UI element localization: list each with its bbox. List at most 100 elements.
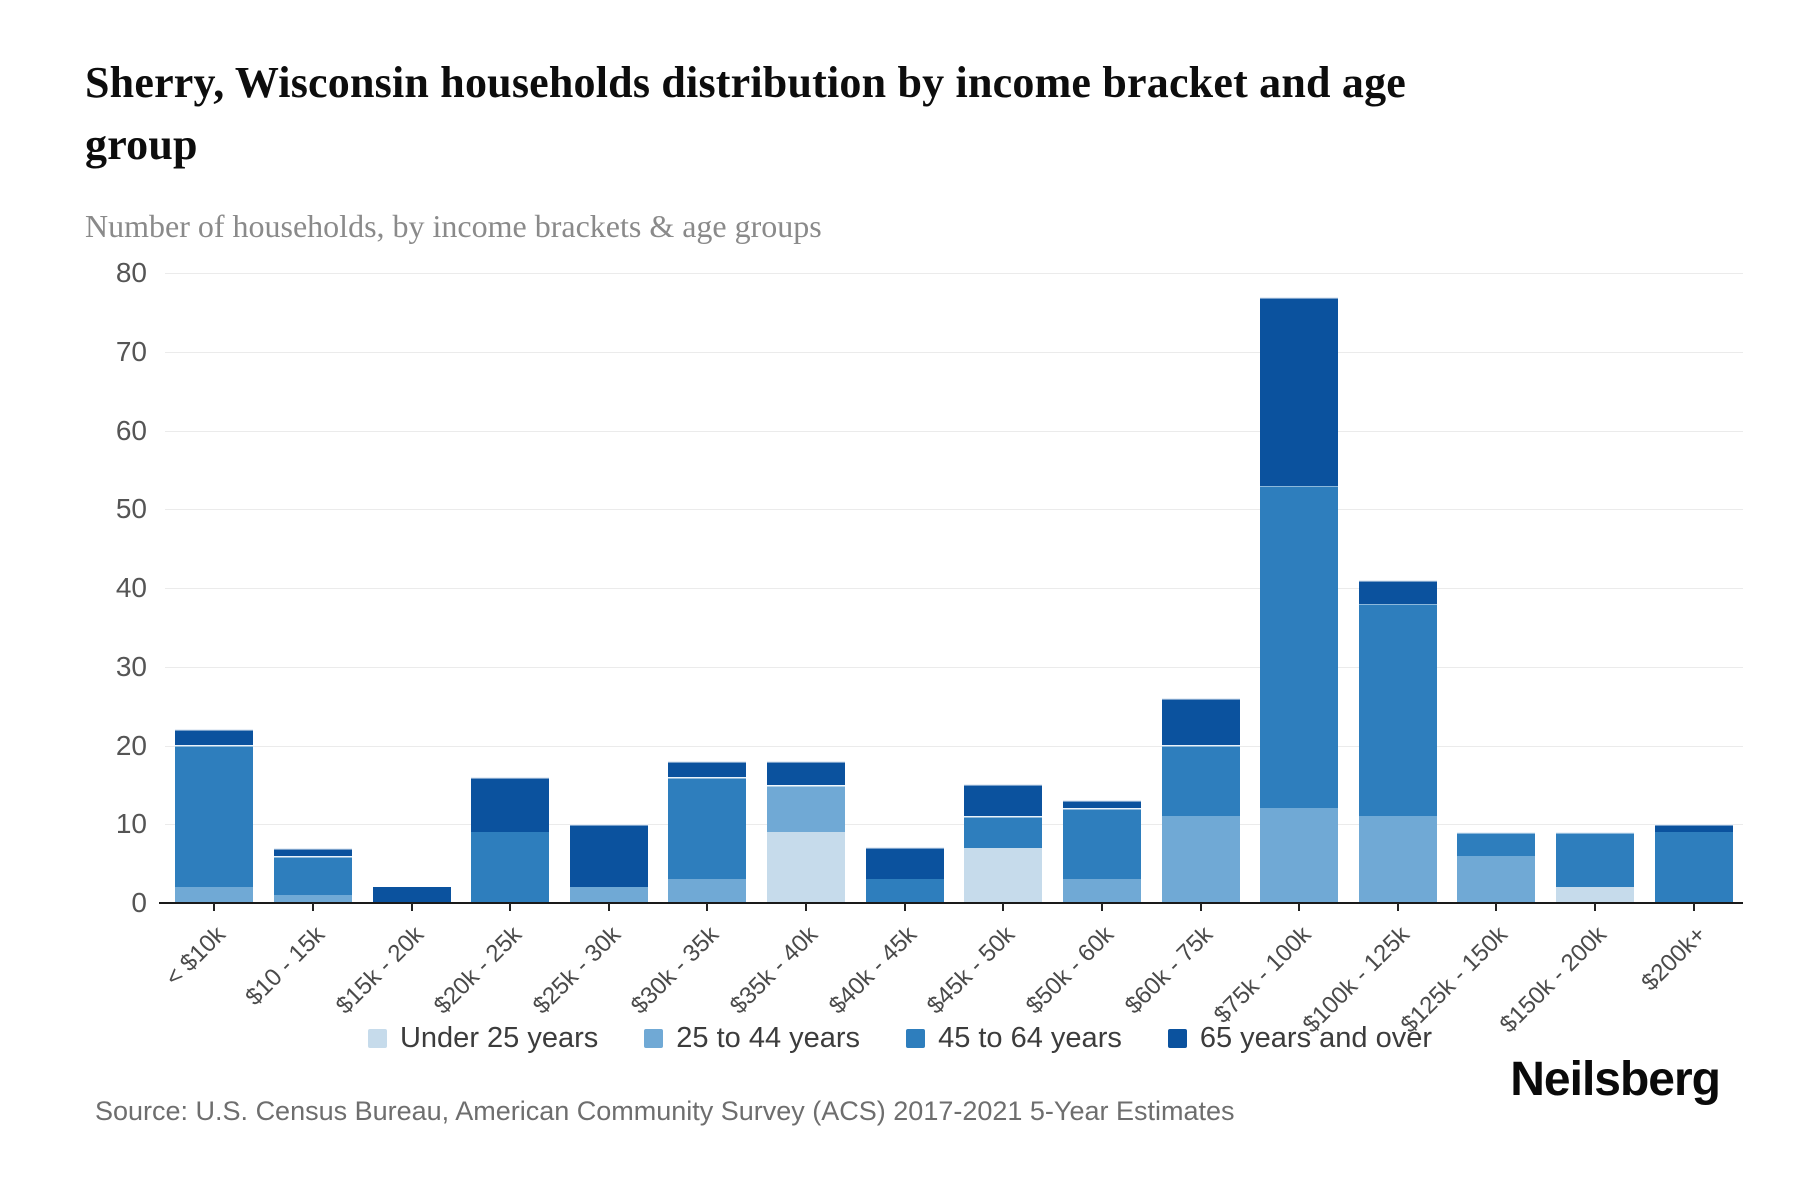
x-axis-line (159, 902, 1743, 904)
x-tick-label: $35k - 40k (724, 921, 824, 1020)
bar-segment-under-25[interactable] (1556, 887, 1634, 903)
y-tick-label: 30 (115, 651, 147, 682)
bar-segment-65-and-over[interactable] (964, 784, 1042, 816)
bar-segment-45-to-64[interactable] (1556, 832, 1634, 887)
legend-swatch-icon (1167, 1029, 1187, 1048)
bar-segment-45-to-64[interactable] (1063, 808, 1141, 879)
x-tick-label: $20k - 25k (428, 921, 528, 1020)
x-tick-label: $50k - 60k (1020, 921, 1120, 1020)
bar-segment-under-25[interactable] (767, 832, 845, 903)
legend-item[interactable]: 45 to 64 years (906, 1022, 1122, 1055)
bar-segment-65-and-over[interactable] (866, 847, 944, 879)
bar-segment-25-to-44[interactable] (1162, 816, 1240, 903)
x-tick-label: $25k - 30k (527, 921, 627, 1020)
x-tick-label: $200k+ (1635, 921, 1712, 997)
x-axis-tick (509, 903, 511, 911)
legend-swatch-icon (367, 1029, 387, 1048)
bar-segment-45-to-64[interactable] (175, 745, 253, 887)
x-axis-tick (1101, 903, 1103, 911)
x-axis-tick (1298, 903, 1300, 911)
bar-segment-65-and-over[interactable] (668, 761, 746, 777)
legend-label: 25 to 44 years (676, 1022, 861, 1054)
bar-segment-65-and-over[interactable] (1359, 580, 1437, 604)
gridline (165, 509, 1743, 510)
y-tick-label: 20 (115, 730, 147, 761)
y-tick-label: 80 (115, 257, 147, 288)
x-axis-tick (1594, 903, 1596, 911)
legend: Under 25 years 25 to 44 years 45 to 64 yea… (0, 1022, 1800, 1055)
bar-segment-65-and-over[interactable] (1162, 698, 1240, 745)
bar-segment-45-to-64[interactable] (471, 832, 549, 903)
x-axis-tick (1397, 903, 1399, 911)
bar-segment-25-to-44[interactable] (668, 879, 746, 903)
gridline (165, 273, 1743, 274)
gridline (165, 746, 1743, 747)
x-axis-tick (1200, 903, 1202, 911)
y-tick-label: 70 (115, 336, 147, 367)
y-tick-label: 0 (131, 887, 147, 918)
x-axis-tick (1495, 903, 1497, 911)
bar-segment-45-to-64[interactable] (866, 879, 944, 903)
x-tick-label: $15k - 20k (330, 921, 430, 1020)
gridline (165, 431, 1743, 432)
bar-segment-65-and-over[interactable] (175, 729, 253, 745)
chart-subtitle: Number of households, by income brackets… (85, 208, 822, 244)
bar-segment-45-to-64[interactable] (964, 816, 1042, 848)
bar-segment-45-to-64[interactable] (1359, 603, 1437, 816)
x-axis-tick (904, 903, 906, 911)
x-axis-tick (411, 903, 413, 911)
legend-item[interactable]: 65 years and over (1167, 1022, 1433, 1055)
legend-label: 45 to 64 years (938, 1022, 1122, 1054)
bar-segment-25-to-44[interactable] (767, 785, 845, 832)
bar-segment-25-to-44[interactable] (274, 895, 352, 903)
bar-segment-65-and-over[interactable] (1063, 800, 1141, 808)
y-tick-label: 60 (115, 415, 147, 446)
bar-segment-45-to-64[interactable] (1162, 745, 1240, 816)
x-axis-tick (1002, 903, 1004, 911)
y-tick-label: 40 (115, 572, 147, 603)
bar-segment-65-and-over[interactable] (274, 848, 352, 856)
bar-segment-25-to-44[interactable] (1359, 816, 1437, 903)
bar-segment-65-and-over[interactable] (767, 761, 845, 785)
bar-segment-25-to-44[interactable] (1063, 879, 1141, 903)
x-axis-tick (706, 903, 708, 911)
x-tick-label: $30k - 35k (625, 921, 725, 1020)
gridline (165, 352, 1743, 353)
y-tick-label: 50 (115, 493, 147, 524)
x-tick-label: $40k - 45k (823, 921, 923, 1020)
legend-item[interactable]: 25 to 44 years (644, 1022, 860, 1055)
x-tick-label: < $10k (160, 921, 232, 992)
legend-swatch-icon (644, 1029, 664, 1048)
bar-segment-65-and-over[interactable] (471, 777, 549, 832)
gridline (165, 667, 1743, 668)
bar-segment-25-to-44[interactable] (175, 887, 253, 903)
x-tick-label: $45k - 50k (921, 921, 1021, 1020)
bar-segment-65-and-over[interactable] (1260, 297, 1338, 486)
bar-segment-25-to-44[interactable] (1457, 856, 1535, 903)
x-tick-label: $60k - 75k (1119, 921, 1219, 1020)
brand-logo: Neilsberg (1510, 1053, 1721, 1106)
bar-segment-45-to-64[interactable] (1260, 485, 1338, 808)
bar-segment-under-25[interactable] (964, 848, 1042, 903)
legend-item[interactable]: Under 25 years (367, 1022, 598, 1055)
source-note: Source: U.S. Census Bureau, American Com… (95, 1096, 1235, 1126)
bar-segment-65-and-over[interactable] (1655, 824, 1733, 832)
chart-title: Sherry, Wisconsin households distributio… (85, 58, 1407, 170)
bar-segment-45-to-64[interactable] (1655, 832, 1733, 903)
bar-segment-65-and-over[interactable] (570, 824, 648, 887)
gridline (165, 824, 1743, 825)
x-tick-label: $10 - 15k (240, 921, 331, 1011)
x-axis-tick (1693, 903, 1695, 911)
plot-area: 0 10 20 30 40 50 60 70 80 < $10k $10 - 15k $15k - 2… (116, 259, 1743, 1038)
legend-label: 65 years and over (1199, 1022, 1433, 1054)
x-axis-tick (608, 903, 610, 911)
bar-segment-65-and-over[interactable] (373, 887, 451, 903)
legend-swatch-icon (906, 1029, 926, 1048)
bar-segment-45-to-64[interactable] (668, 777, 746, 879)
x-axis-tick (805, 903, 807, 911)
bar-segment-25-to-44[interactable] (570, 887, 648, 903)
bar-segment-45-to-64[interactable] (1457, 832, 1535, 856)
bar-segment-25-to-44[interactable] (1260, 808, 1338, 903)
bar-segment-45-to-64[interactable] (274, 856, 352, 895)
